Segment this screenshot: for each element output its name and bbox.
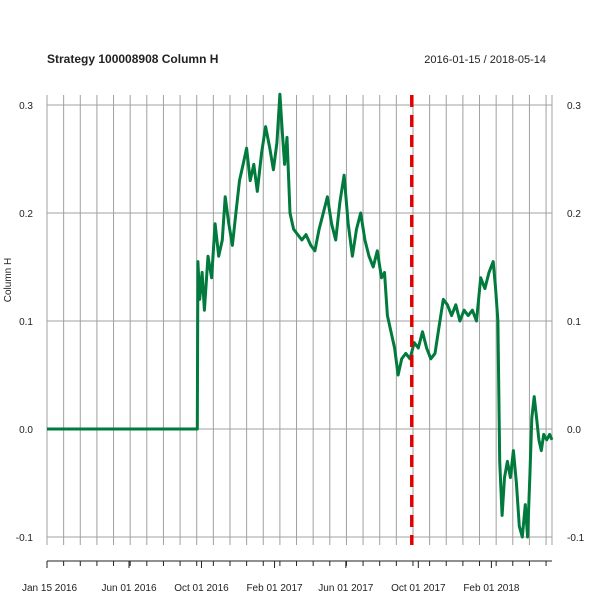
y-tick-label-left: 0.1 xyxy=(19,317,33,328)
y-tick-label-right: 0.1 xyxy=(567,317,581,328)
y-tick-label-left: -0.1 xyxy=(16,533,34,544)
y-tick-label-left: 0.3 xyxy=(19,101,33,112)
series-line xyxy=(47,92,554,539)
y-axis-label: Column H xyxy=(3,258,14,302)
x-tick-label: Feb 01 2018 xyxy=(463,583,520,594)
x-tick-label: Jun 01 2017 xyxy=(318,583,373,594)
y-tick-label-right: 0.0 xyxy=(567,425,581,436)
x-tick-label: Oct 01 2017 xyxy=(391,583,446,594)
y-tick-label-right: -0.1 xyxy=(567,533,585,544)
x-tick-label: Feb 01 2017 xyxy=(246,583,303,594)
grid xyxy=(46,95,553,545)
y-tick-label-right: 0.3 xyxy=(567,101,581,112)
x-tick-label: Oct 01 2016 xyxy=(174,583,229,594)
x-tick-label: Jan 15 2016 xyxy=(22,583,77,594)
axis-ticks: -0.1 -0.1 0.0 0.0 0.1 0.1 0.2 0.2 0.3 0.3 Jan 15 2… xyxy=(16,101,585,594)
chart-date-range: 2016-01-15 / 2018-05-14 xyxy=(424,54,546,66)
chart-title: Strategy 100008908 Column H xyxy=(47,52,218,66)
series-layer xyxy=(47,92,554,539)
y-tick-label-left: 0.0 xyxy=(19,425,33,436)
y-tick-label-left: 0.2 xyxy=(19,209,33,220)
x-tick-label: Jun 01 2016 xyxy=(101,583,156,594)
y-tick-label-right: 0.2 xyxy=(567,209,581,220)
